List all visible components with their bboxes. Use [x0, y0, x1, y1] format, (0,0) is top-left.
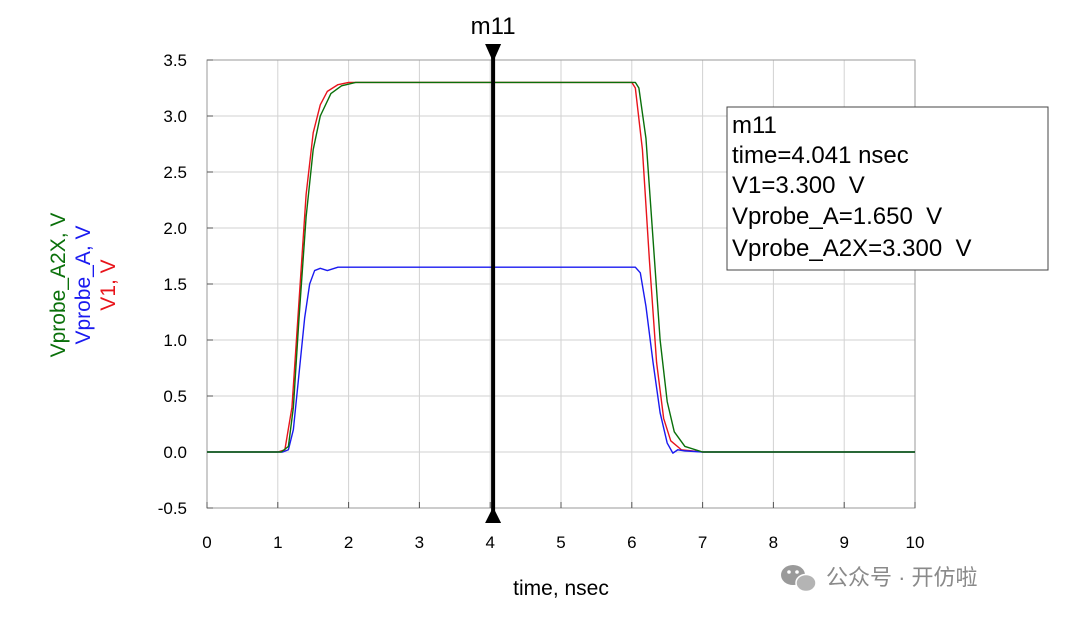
x-tick-label: 1 — [273, 533, 282, 552]
y-tick-label: 1.5 — [163, 275, 187, 294]
series-line-vprobe-a2x — [207, 81, 915, 453]
marker-top-handle[interactable] — [485, 44, 502, 62]
readout-line-vprobe-a2x: Vprobe_A2X=3.300 V — [732, 235, 972, 262]
series-lines — [207, 81, 915, 454]
readout-line-name: m11 — [732, 112, 777, 139]
y-tick-label: 1.0 — [163, 331, 187, 350]
x-tick-label: 5 — [556, 533, 565, 552]
x-tick-label: 2 — [344, 533, 353, 552]
x-tick-label: 10 — [906, 533, 925, 552]
y-tick-label: 3.0 — [163, 107, 187, 126]
series-line-vprobe-a — [207, 266, 915, 454]
x-axis-label: time, nsec — [513, 577, 609, 600]
marker-readout-box: m11 time=4.041 nsec V1=3.300 V Vprobe_A=… — [726, 106, 1049, 271]
y-axis: 3.5 3.0 2.5 2.0 1.5 1.0 0.5 0.0 -0.5 — [158, 51, 213, 518]
x-tick-label: 0 — [202, 533, 211, 552]
marker-m11[interactable]: m11 — [471, 13, 516, 523]
readout-line-time: time=4.041 nsec — [732, 142, 909, 169]
y-axis-labels: Vprobe_A2X, V Vprobe_A, V V1, V — [47, 213, 120, 358]
y-tick-label: 2.0 — [163, 219, 187, 238]
x-tick-label: 8 — [769, 533, 778, 552]
y-tick-label: 2.5 — [163, 163, 187, 182]
y-tick-label: 0.5 — [163, 387, 187, 406]
watermark: 公众号 · 开仿啦 — [781, 565, 978, 593]
watermark-text: 公众号 · 开仿啦 — [826, 565, 978, 590]
readout-frame — [726, 106, 1049, 271]
marker-label: m11 — [471, 13, 516, 40]
y-tick-label: 0.0 — [163, 443, 187, 462]
series-line-v1 — [207, 81, 915, 453]
y-tick-label: -0.5 — [158, 499, 187, 518]
x-tick-label: 7 — [698, 533, 707, 552]
x-tick-label: 4 — [485, 533, 494, 552]
y-tick-label: 3.5 — [163, 51, 187, 70]
x-tick-label: 3 — [415, 533, 424, 552]
marker-bottom-handle[interactable] — [485, 507, 502, 523]
readout-line-v1: V1=3.300 V — [732, 172, 865, 199]
x-axis: 0 1 2 3 4 5 6 7 8 9 10 — [202, 502, 924, 552]
x-tick-label: 9 — [839, 533, 848, 552]
wechat-icon — [781, 565, 817, 593]
x-tick-label: 6 — [627, 533, 636, 552]
grid — [206, 59, 916, 509]
y-axis-label-a: Vprobe_A, V — [72, 225, 95, 344]
readout-line-vprobe-a: Vprobe_A=1.650 V — [732, 203, 942, 230]
y-axis-label-v1: V1, V — [97, 259, 120, 310]
y-axis-label-a2x: Vprobe_A2X, V — [47, 213, 70, 358]
